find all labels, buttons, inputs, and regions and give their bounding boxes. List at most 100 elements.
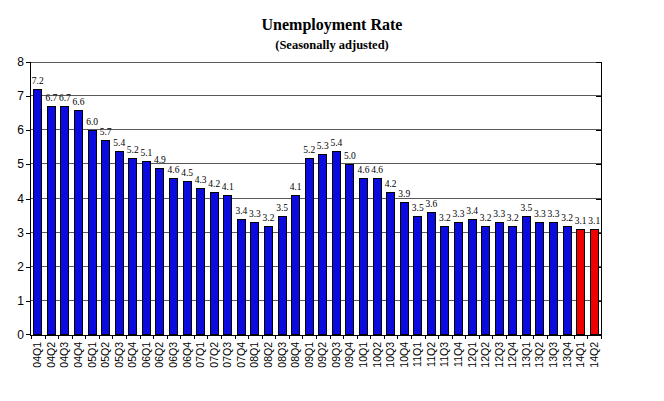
bar-10Q1 [359, 178, 368, 335]
bar-04Q2 [47, 106, 56, 335]
x-axis-tick [221, 335, 222, 339]
bar-value-label: 4.5 [181, 169, 193, 178]
x-axis-tick [425, 335, 426, 339]
gridline-8 [31, 62, 601, 63]
x-axis-tick [601, 335, 602, 339]
x-tick-label: 04Q3 [59, 342, 70, 376]
bar-value-label: 3.6 [425, 200, 437, 209]
bar-value-label: 4.1 [290, 183, 302, 192]
x-tick-label: 13Q3 [548, 342, 559, 376]
bar-value-label: 4.6 [168, 166, 180, 175]
x-axis-tick [492, 335, 493, 339]
bar-value-label: 6.7 [45, 94, 57, 103]
x-axis-tick [397, 335, 398, 339]
x-axis-tick [289, 335, 290, 339]
x-axis-tick [316, 335, 317, 339]
x-tick-label: 05Q3 [114, 342, 125, 376]
x-axis-tick [153, 335, 154, 339]
x-axis-tick [112, 335, 113, 339]
x-tick-label: 13Q4 [562, 342, 573, 376]
y-tick-right [596, 130, 601, 131]
x-tick-label: 08Q4 [290, 342, 301, 376]
bar-value-label: 3.2 [263, 214, 275, 223]
bar-09Q4 [345, 164, 354, 335]
bar-value-label: 5.4 [330, 139, 342, 148]
x-tick-label: 11Q1 [412, 342, 423, 376]
bar-value-label: 5.4 [113, 139, 125, 148]
bar-value-label: 5.2 [303, 146, 315, 155]
bar-04Q4 [74, 110, 83, 335]
x-axis-tick [275, 335, 276, 339]
bar-07Q1 [196, 188, 205, 335]
x-tick-label: 11Q3 [439, 342, 450, 376]
x-tick-label: 10Q1 [358, 342, 369, 376]
x-axis-tick [235, 335, 236, 339]
y-tick-label: 7 [2, 89, 24, 103]
x-tick-label: 13Q2 [534, 342, 545, 376]
x-tick-label: 05Q2 [100, 342, 111, 376]
bar-09Q2 [318, 154, 327, 335]
x-tick-label: 04Q2 [46, 342, 57, 376]
x-axis-tick [262, 335, 263, 339]
x-tick-label: 06Q2 [154, 342, 165, 376]
bar-04Q3 [60, 106, 69, 335]
bar-06Q4 [183, 181, 192, 335]
x-axis-tick [31, 335, 32, 339]
x-tick-label: 10Q3 [385, 342, 396, 376]
bar-04Q1 [33, 89, 42, 335]
y-tick-label: 6 [2, 123, 24, 137]
x-axis-tick [533, 335, 534, 339]
x-tick-label: 11Q4 [453, 342, 464, 376]
x-tick-label: 06Q3 [168, 342, 179, 376]
bar-value-label: 4.6 [371, 166, 383, 175]
y-tick-label: 5 [2, 157, 24, 171]
bar-14Q1 [576, 229, 585, 335]
x-tick-label: 08Q2 [263, 342, 274, 376]
bar-12Q4 [508, 226, 517, 335]
bar-13Q2 [535, 222, 544, 335]
bar-value-label: 3.3 [534, 210, 546, 219]
unemployment-rate-chart: Unemployment Rate (Seasonally adjusted) … [0, 0, 664, 401]
bar-08Q2 [264, 226, 273, 335]
x-tick-label: 12Q4 [507, 342, 518, 376]
bar-07Q4 [237, 219, 246, 335]
bar-value-label: 3.4 [235, 207, 247, 216]
bar-06Q2 [155, 168, 164, 335]
x-axis-tick [465, 335, 466, 339]
x-axis-tick [384, 335, 385, 339]
bar-value-label: 3.3 [548, 210, 560, 219]
y-tick-right [596, 62, 601, 63]
x-tick-label: 12Q1 [467, 342, 478, 376]
x-axis-tick [411, 335, 412, 339]
y-tick-right [596, 96, 601, 97]
x-axis-tick [85, 335, 86, 339]
x-tick-label: 12Q3 [494, 342, 505, 376]
bar-13Q1 [522, 216, 531, 335]
bar-10Q3 [386, 192, 395, 335]
x-tick-label: 05Q4 [127, 342, 138, 376]
bar-10Q2 [373, 178, 382, 335]
x-tick-label: 11Q2 [426, 342, 437, 376]
x-tick-label: 07Q2 [209, 342, 220, 376]
x-axis-tick [45, 335, 46, 339]
x-axis-tick [357, 335, 358, 339]
bar-12Q1 [468, 219, 477, 335]
y-tick-left [26, 233, 31, 234]
bar-08Q1 [250, 222, 259, 335]
bar-value-label: 3.4 [466, 207, 478, 216]
gridline-7 [31, 95, 601, 96]
bar-07Q2 [210, 192, 219, 335]
bar-value-label: 5.3 [317, 142, 329, 151]
bar-value-label: 5.0 [344, 152, 356, 161]
bar-value-label: 5.7 [100, 128, 112, 137]
x-axis-tick [506, 335, 507, 339]
bar-value-label: 4.6 [358, 166, 370, 175]
x-tick-label: 08Q3 [277, 342, 288, 376]
bar-value-label: 4.1 [222, 183, 234, 192]
x-tick-label: 10Q4 [399, 342, 410, 376]
bar-08Q4 [291, 195, 300, 335]
x-tick-label: 05Q1 [87, 342, 98, 376]
x-axis-tick [72, 335, 73, 339]
bar-value-label: 3.9 [398, 190, 410, 199]
bar-value-label: 3.1 [575, 217, 587, 226]
